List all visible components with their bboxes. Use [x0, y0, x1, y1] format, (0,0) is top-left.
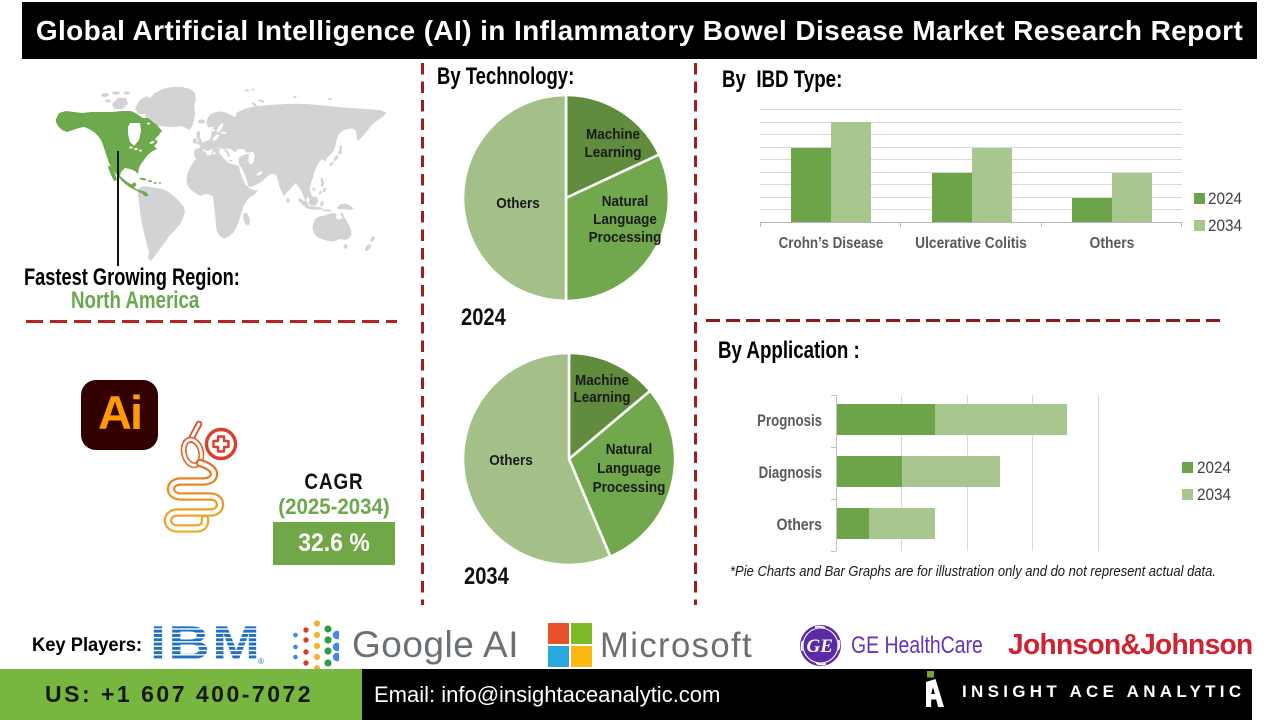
svg-text:®: ® [258, 657, 264, 666]
svg-text:GE: GE [807, 636, 833, 657]
